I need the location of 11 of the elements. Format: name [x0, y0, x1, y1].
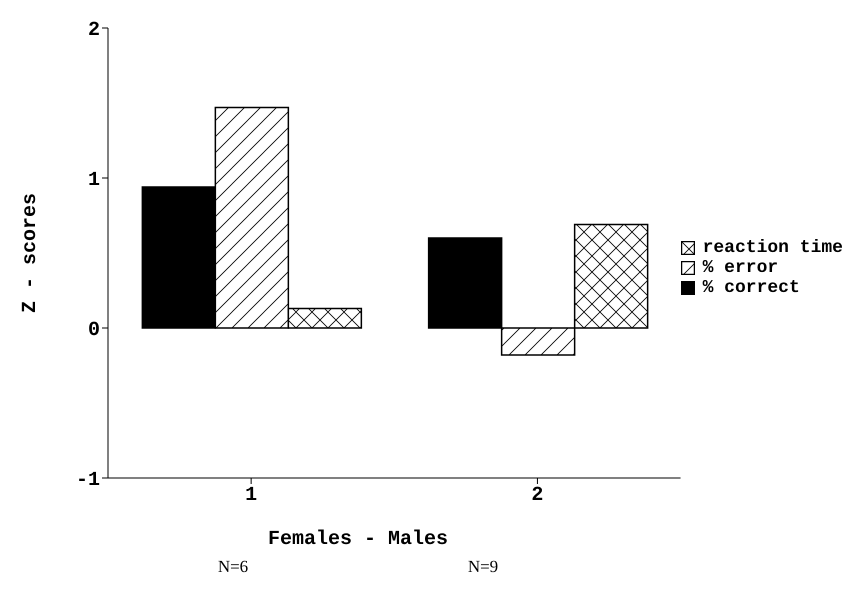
text: N=9: [466, 557, 500, 577]
x-axis-title: Females - Males: [266, 528, 450, 551]
y-tick-label: -1: [76, 469, 100, 492]
y-tick-label: 1: [88, 169, 100, 192]
legend-label: reaction time: [702, 238, 843, 258]
legend-label: % correct: [702, 278, 800, 298]
y-tick-label: 2: [88, 19, 100, 42]
y-axis-title: Z - scores: [19, 192, 42, 314]
text: N=6: [216, 557, 250, 577]
legend-label: % error: [702, 258, 778, 278]
y-tick-label: 0: [88, 319, 100, 342]
